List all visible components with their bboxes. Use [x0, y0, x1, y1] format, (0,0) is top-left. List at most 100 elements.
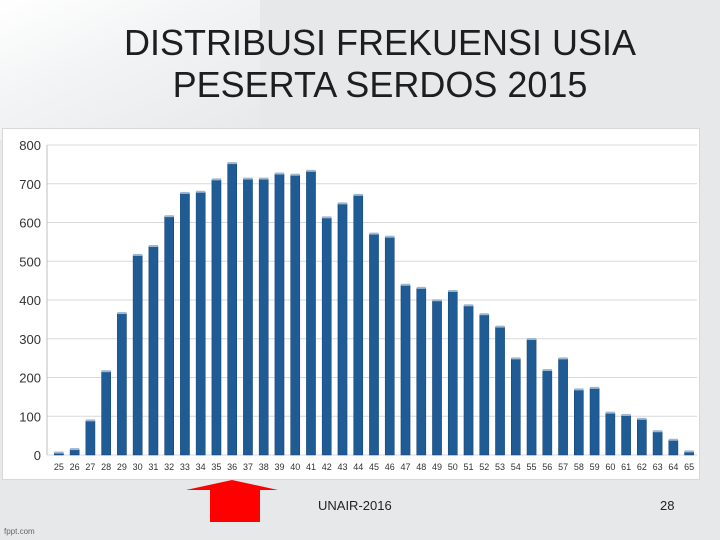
- chart-frame: 0 100 200 300 400 500 600 700 800 25 26 27 28 29 30 31 3…: [2, 128, 700, 480]
- bar-top-highlight: [668, 438, 678, 441]
- x-tick-label: 48: [416, 462, 426, 472]
- bar-top-highlight: [54, 451, 64, 454]
- bar-age-50: [447, 291, 458, 456]
- bar-age-32: [164, 216, 174, 456]
- x-tick-label: 50: [448, 462, 458, 472]
- bar-top-highlight: [605, 411, 615, 414]
- x-tick-label: 29: [117, 462, 127, 472]
- x-tick-label: 42: [322, 462, 332, 472]
- bar-top-highlight: [448, 289, 458, 292]
- bar-top-highlight: [416, 286, 426, 289]
- x-tick-label: 54: [511, 462, 521, 472]
- bar-top-highlight: [400, 283, 411, 286]
- x-tick-label: 39: [274, 462, 284, 472]
- y-tick-label: 0: [34, 448, 41, 463]
- bar-top-highlight: [495, 325, 505, 328]
- bar-top-highlight: [479, 313, 489, 316]
- bar-age-36: [227, 163, 238, 456]
- x-tick-label: 52: [479, 462, 489, 472]
- bar-age-38: [258, 178, 269, 456]
- y-tick-label: 500: [19, 254, 41, 269]
- bar-top-highlight: [590, 386, 600, 389]
- bar-top-highlight: [653, 430, 663, 433]
- bar-top-highlight: [117, 312, 127, 315]
- bar-top-highlight: [684, 450, 694, 453]
- bar-age-49: [432, 300, 442, 456]
- x-tick-label: 38: [259, 462, 269, 472]
- x-tick-label: 45: [369, 462, 379, 472]
- x-tick-label: 33: [180, 462, 190, 472]
- x-tick-label: 31: [148, 462, 158, 472]
- x-tick-label: 55: [527, 462, 537, 472]
- watermark-text: fppt.com: [4, 527, 35, 536]
- bar-age-55: [526, 339, 537, 456]
- bar-age-58: [574, 389, 584, 456]
- bar-age-33: [180, 193, 190, 456]
- y-tick-label: 700: [19, 177, 41, 192]
- bar-age-57: [558, 358, 568, 456]
- bar-age-45: [369, 233, 379, 456]
- bar-age-47: [400, 285, 411, 456]
- bar-age-28: [101, 371, 111, 456]
- bar-age-31: [148, 246, 159, 456]
- x-tick-label: 27: [85, 462, 95, 472]
- title-line-2: PESERTA SERDOS 2015: [172, 64, 588, 105]
- bar-age-34: [195, 192, 206, 456]
- bar-top-highlight: [369, 232, 379, 235]
- bar-top-highlight: [211, 178, 222, 181]
- x-tick-label: 65: [684, 462, 694, 472]
- bar-top-highlight: [196, 190, 206, 193]
- x-tick-label: 57: [558, 462, 568, 472]
- x-tick-label: 28: [101, 462, 111, 472]
- bar-top-highlight: [290, 173, 300, 176]
- x-tick-label: 35: [211, 462, 221, 472]
- bar-top-highlight: [511, 357, 521, 360]
- bar-top-highlight: [101, 370, 111, 373]
- y-tick-label: 300: [19, 332, 41, 347]
- bar-top-highlight: [85, 419, 95, 422]
- bar-age-43: [337, 203, 348, 456]
- bar-top-highlight: [542, 369, 552, 372]
- x-tick-label: 44: [353, 462, 363, 472]
- x-tick-label: 41: [306, 462, 316, 472]
- page-number: 28: [660, 498, 675, 513]
- bar-top-highlight: [274, 172, 285, 175]
- x-tick-label: 34: [196, 462, 206, 472]
- x-tick-label: 37: [243, 462, 253, 472]
- x-tick-label: 32: [164, 462, 174, 472]
- bar-age-54: [510, 358, 521, 456]
- bar-age-61: [621, 415, 631, 456]
- bar-age-48: [416, 288, 427, 456]
- bar-top-highlight: [148, 245, 158, 248]
- y-tick-label: 400: [19, 293, 41, 308]
- bar-top-highlight: [243, 177, 253, 180]
- bar-top-highlight: [164, 215, 174, 218]
- bar-top-highlight: [227, 162, 237, 165]
- bar-top-highlight: [322, 216, 332, 219]
- x-tick-label: 62: [637, 462, 647, 472]
- bar-top-highlight: [385, 235, 395, 238]
- bar-age-52: [479, 314, 490, 456]
- bar-top-highlight: [353, 193, 363, 196]
- bar-top-highlight: [70, 448, 80, 451]
- x-tick-label: 36: [227, 462, 237, 472]
- bar-age-51: [463, 305, 474, 456]
- bar-age-46: [384, 236, 395, 456]
- bar-age-60: [605, 412, 616, 456]
- bar-top-highlight: [463, 304, 474, 307]
- x-tick-label: 25: [54, 462, 64, 472]
- title-line-1: DISTRIBUSI FREKUENSI USIA: [123, 22, 637, 63]
- bar-age-39: [274, 173, 285, 456]
- bar-top-highlight: [637, 417, 647, 420]
- paper-plane-background: [0, 0, 260, 140]
- bar-age-26: [69, 449, 80, 456]
- bar-top-highlight: [306, 169, 316, 172]
- bar-age-37: [243, 178, 253, 456]
- y-tick-label: 100: [19, 409, 41, 424]
- bar-age-27: [85, 420, 96, 456]
- bar-age-40: [290, 174, 301, 456]
- bar-age-29: [117, 313, 127, 456]
- x-tick-label: 26: [70, 462, 80, 472]
- bar-age-62: [637, 419, 647, 456]
- bar-top-highlight: [432, 299, 442, 302]
